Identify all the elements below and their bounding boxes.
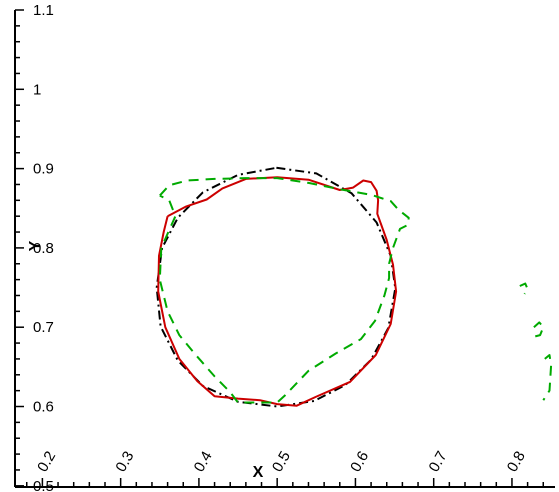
x-tick-label: 0.6 [347, 448, 372, 475]
series-layer [155, 166, 553, 408]
y-tick-label: 0.5 [33, 478, 54, 492]
series-line-5 [533, 321, 545, 338]
y-tick-label: 1 [33, 81, 41, 98]
x-tick-label: 0.3 [112, 448, 137, 475]
series-line-3 [158, 177, 410, 404]
y-axis-title: Y [27, 240, 44, 251]
y-tick-label: 0.6 [33, 399, 54, 416]
x-tick-label: 0.7 [425, 448, 450, 475]
series-line-6 [542, 354, 553, 401]
series-line-2 [157, 176, 398, 407]
x-tick-label: 0.5 [269, 448, 294, 475]
axes-layer: 0.5 0.6 0.7 0.8 0.9 1 1.1 0.2 0.3 0.4 0.5 0.6 0.7 0.8 [14, 2, 555, 492]
x-axis-title: X [253, 464, 264, 481]
y-tick-label: 1.1 [33, 2, 54, 19]
y-tick-label: 0.7 [33, 319, 54, 336]
y-tick-label: 0.8 [33, 240, 54, 257]
y-tick-label: 0.9 [33, 161, 54, 178]
x-tick-label: 0.2 [34, 448, 59, 475]
series-line-4 [519, 282, 529, 295]
x-tick-label: 0.8 [504, 448, 529, 475]
x-tick-label: 0.4 [191, 448, 216, 475]
